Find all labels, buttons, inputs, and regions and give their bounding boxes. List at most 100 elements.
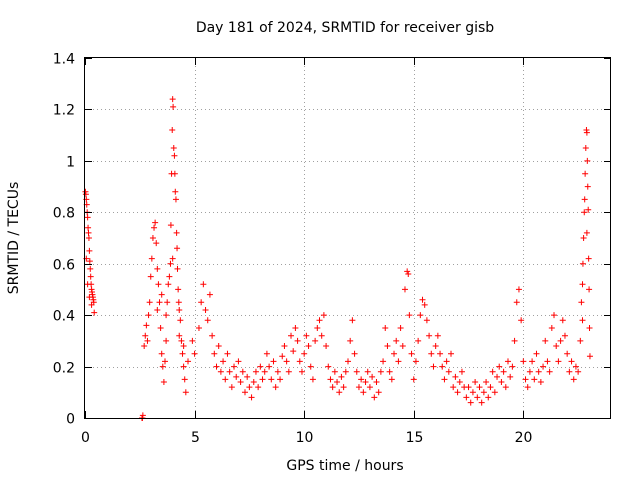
data-point	[290, 348, 297, 355]
data-point	[456, 379, 463, 385]
data-point	[487, 384, 494, 391]
data-point	[469, 389, 476, 396]
data-point	[428, 350, 435, 357]
data-point	[555, 358, 562, 365]
data-point	[281, 343, 288, 349]
y-tick-label: 0.2	[53, 361, 75, 377]
y-tick-label: 1	[66, 155, 75, 171]
data-point	[448, 350, 455, 357]
data-point	[259, 376, 266, 383]
data-point	[198, 299, 205, 306]
data-point	[176, 307, 183, 313]
data-point	[393, 337, 400, 344]
data-point	[318, 332, 325, 339]
data-point	[175, 299, 182, 306]
y-tick-label: 1.4	[53, 52, 75, 68]
data-point	[483, 379, 490, 385]
y-tick-label: 1.2	[53, 103, 75, 119]
data-point	[239, 368, 246, 375]
data-point	[169, 255, 176, 262]
data-point	[139, 412, 146, 419]
data-point	[511, 337, 518, 344]
data-point	[404, 268, 411, 275]
data-point	[553, 343, 560, 349]
data-point	[548, 325, 555, 331]
data-point	[572, 363, 579, 370]
data-point	[395, 358, 402, 365]
x-tick-label: 20	[515, 430, 533, 446]
data-point	[355, 384, 362, 391]
data-point	[165, 281, 172, 288]
data-point	[366, 384, 373, 391]
data-point	[360, 389, 367, 396]
data-point	[222, 376, 229, 383]
data-point	[577, 337, 584, 344]
data-point	[202, 307, 209, 313]
data-points	[82, 96, 593, 421]
data-point	[564, 350, 571, 357]
data-point	[257, 363, 264, 370]
data-point	[485, 394, 492, 401]
data-point	[345, 358, 351, 365]
data-point	[142, 332, 149, 339]
data-point	[426, 332, 433, 339]
data-point	[380, 358, 387, 365]
data-point	[491, 389, 498, 396]
data-point	[320, 312, 327, 319]
data-point	[445, 368, 452, 375]
data-point	[371, 394, 378, 401]
data-point	[169, 127, 176, 133]
data-point	[159, 363, 166, 370]
data-point	[166, 273, 173, 280]
data-point	[246, 384, 253, 391]
data-point	[561, 332, 568, 339]
data-point	[373, 379, 380, 385]
data-point	[167, 260, 174, 267]
data-point	[362, 379, 369, 385]
data-point	[294, 337, 301, 344]
data-point	[586, 286, 593, 293]
data-point	[498, 379, 505, 385]
data-point	[226, 368, 233, 375]
data-point	[179, 350, 186, 357]
data-point	[82, 191, 89, 198]
data-point	[329, 384, 336, 391]
data-point	[252, 368, 259, 375]
data-point	[268, 376, 275, 383]
data-point	[520, 358, 527, 365]
data-point	[195, 325, 202, 331]
data-point	[191, 350, 198, 357]
x-tick-label: 5	[191, 430, 200, 446]
data-point	[224, 350, 231, 357]
data-point	[174, 265, 181, 272]
data-point	[233, 373, 240, 380]
data-point	[432, 343, 439, 349]
data-point	[144, 337, 151, 344]
data-point	[172, 188, 179, 195]
data-point	[496, 363, 503, 370]
data-point	[391, 350, 398, 357]
y-tick-label: 0.6	[53, 258, 75, 274]
data-point	[439, 363, 446, 370]
data-point	[551, 312, 558, 319]
data-point	[325, 363, 332, 370]
data-point	[163, 337, 170, 344]
plot-frame	[84, 57, 611, 419]
data-point	[334, 379, 341, 385]
data-point	[156, 299, 163, 306]
data-point	[147, 273, 154, 280]
data-point	[377, 368, 384, 375]
data-point	[279, 353, 286, 360]
data-point	[305, 343, 312, 349]
data-point	[494, 373, 501, 380]
data-point	[369, 373, 376, 380]
data-point	[158, 350, 165, 357]
data-point	[87, 265, 94, 272]
data-point	[406, 312, 413, 319]
data-point	[180, 343, 187, 349]
data-point	[261, 368, 268, 375]
data-point	[298, 368, 305, 375]
data-point	[474, 394, 481, 401]
data-point	[163, 312, 170, 319]
